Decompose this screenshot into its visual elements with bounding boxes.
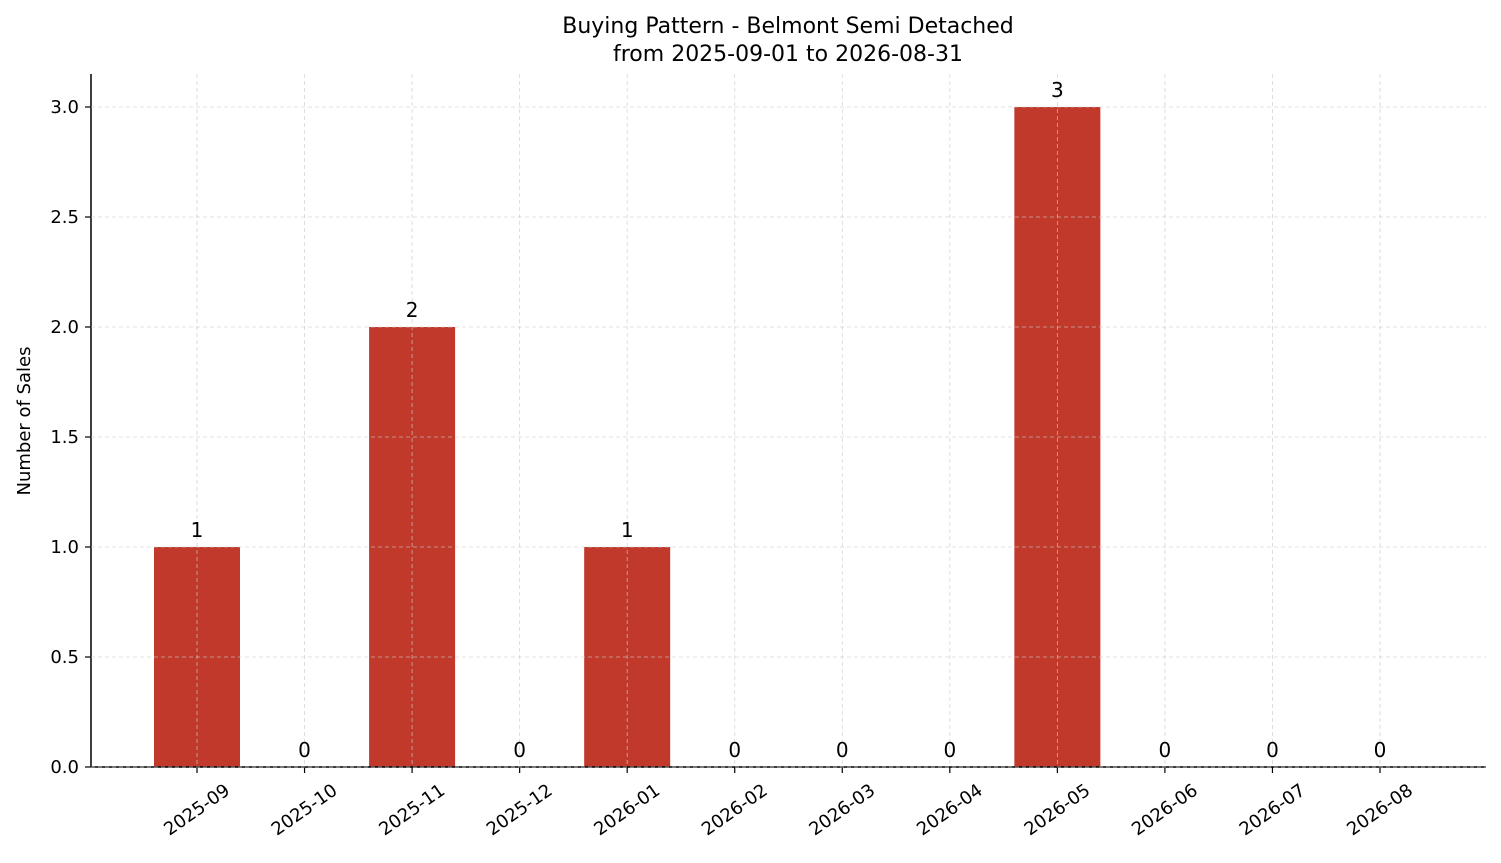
data-label-2026-03: 0 xyxy=(836,738,849,762)
y-tick-label-1.0: 1.0 xyxy=(50,537,79,558)
x-tick-label-2025-10: 2025-10 xyxy=(268,780,342,840)
data-label-2025-12: 0 xyxy=(513,738,526,762)
data-label-2026-02: 0 xyxy=(728,738,741,762)
y-tick-label-2.5: 2.5 xyxy=(50,207,79,228)
x-tick-label-2025-12: 2025-12 xyxy=(483,780,557,840)
data-label-2026-08: 0 xyxy=(1374,738,1387,762)
data-labels-layer: 1 0 2 0 1 0 0 0 3 0 0 0 xyxy=(191,78,1387,762)
grid-layer xyxy=(91,74,1486,768)
x-tick-label-2026-03: 2026-03 xyxy=(805,780,879,840)
x-tick-label-2026-05: 2026-05 xyxy=(1021,780,1095,840)
y-tick-label-3.0: 3.0 xyxy=(50,97,79,118)
x-tick-label-2026-07: 2026-07 xyxy=(1236,780,1310,840)
chart-subtitle: from 2025-09-01 to 2026-08-31 xyxy=(613,42,963,67)
data-label-2026-06: 0 xyxy=(1159,738,1172,762)
data-label-2025-09: 1 xyxy=(191,518,204,542)
x-tick-label-2026-01: 2026-01 xyxy=(590,780,664,840)
data-label-2025-11: 2 xyxy=(406,298,419,322)
data-label-2026-04: 0 xyxy=(943,738,956,762)
y-tick-label-0.5: 0.5 xyxy=(50,647,79,668)
x-tick-label-2025-09: 2025-09 xyxy=(160,780,234,840)
y-tick-label-0.0: 0.0 xyxy=(50,757,79,778)
data-label-2026-01: 1 xyxy=(621,518,634,542)
x-tick-label-2026-08: 2026-08 xyxy=(1343,780,1417,840)
data-label-2025-10: 0 xyxy=(298,738,311,762)
x-tick-label-2026-04: 2026-04 xyxy=(913,780,987,840)
y-tick-label-1.5: 1.5 xyxy=(50,427,79,448)
data-label-2026-05: 3 xyxy=(1051,78,1064,102)
chart-title: Buying Pattern - Belmont Semi Detached xyxy=(562,14,1014,39)
y-axis-label: Number of Sales xyxy=(14,346,35,495)
x-tick-label-2025-11: 2025-11 xyxy=(375,780,449,840)
y-tick-label-2.0: 2.0 xyxy=(50,317,79,338)
x-tick-label-2026-06: 2026-06 xyxy=(1128,780,1202,840)
axes-layer: 0.0 0.5 1.0 1.5 2.0 2.5 3.0 2025-09 2025-10 2025-… xyxy=(50,74,1486,840)
x-tick-label-2026-02: 2026-02 xyxy=(698,780,772,840)
data-label-2026-07: 0 xyxy=(1266,738,1279,762)
